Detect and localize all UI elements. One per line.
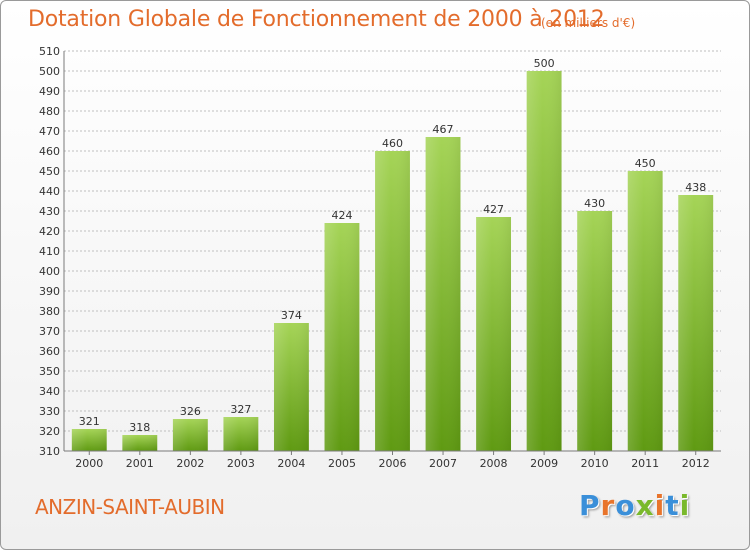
x-tick-label: 2000 <box>75 457 103 470</box>
y-tick-label: 380 <box>39 305 60 318</box>
bar-value-label: 374 <box>281 309 302 322</box>
commune-name: ANZIN-SAINT-AUBIN <box>35 495 225 519</box>
bar-shading <box>172 419 208 451</box>
bar-shading <box>526 71 562 451</box>
logo-letter: x <box>635 489 655 522</box>
bar-value-label: 327 <box>230 403 251 416</box>
x-tick-label: 2005 <box>328 457 356 470</box>
bar-value-label: 424 <box>331 209 352 222</box>
bar-value-label: 500 <box>534 57 555 70</box>
x-tick-label: 2008 <box>480 457 508 470</box>
logo-letter: t <box>665 489 680 522</box>
bar-shading <box>223 417 259 451</box>
y-tick-label: 450 <box>39 165 60 178</box>
proxiti-logo[interactable]: Proxiti <box>579 489 690 522</box>
x-tick-label: 2009 <box>530 457 558 470</box>
bar-value-label: 467 <box>433 123 454 136</box>
y-tick-label: 370 <box>39 325 60 338</box>
bar-shading <box>425 137 461 451</box>
bar-value-label: 326 <box>180 405 201 418</box>
bar-shading <box>627 171 663 451</box>
bar-shading <box>476 217 512 451</box>
x-tick-label: 2006 <box>379 457 407 470</box>
y-tick-label: 500 <box>39 65 60 78</box>
bar-value-label: 430 <box>584 197 605 210</box>
logo-letter: i <box>679 489 691 522</box>
x-tick-label: 2003 <box>227 457 255 470</box>
chart-title: Dotation Globale de Fonctionnement de 20… <box>28 7 605 32</box>
bar-shading <box>577 211 613 451</box>
logo-letter: o <box>615 489 636 522</box>
bar-value-label: 427 <box>483 203 504 216</box>
bar-shading <box>375 151 410 451</box>
bar-shading <box>678 195 714 451</box>
bar-shading <box>273 323 309 451</box>
logo-letter: P <box>579 489 601 522</box>
x-tick-label: 2002 <box>176 457 204 470</box>
bars <box>71 71 714 451</box>
logo-letter: i <box>654 489 666 522</box>
axes: 310 320 330 340 350 360 370 380 390 400 410 420 430 4… <box>39 45 721 470</box>
x-tick-label: 2010 <box>581 457 609 470</box>
bar-value-label: 438 <box>685 181 706 194</box>
y-tick-label: 400 <box>39 265 60 278</box>
x-tick-label: 2001 <box>126 457 154 470</box>
bar-value-label: 450 <box>635 157 656 170</box>
bar-value-label: 321 <box>79 415 100 428</box>
x-tick-label: 2007 <box>429 457 457 470</box>
y-tick-label: 340 <box>39 385 60 398</box>
y-tick-label: 460 <box>39 145 60 158</box>
y-tick-label: 470 <box>39 125 60 138</box>
y-tick-label: 320 <box>39 425 60 438</box>
bar-value-label: 460 <box>382 137 403 150</box>
y-tick-label: 410 <box>39 245 60 258</box>
x-tick-label: 2011 <box>631 457 659 470</box>
y-tick-label: 330 <box>39 405 60 418</box>
data-labels: 321 318 326 327 374 424 460 467 427 500 430 450 438 <box>79 57 706 434</box>
y-tick-label: 480 <box>39 105 60 118</box>
y-tick-label: 310 <box>39 445 60 458</box>
x-tick-label: 2004 <box>277 457 305 470</box>
chart-unit: (en milliers d'€) <box>541 16 636 30</box>
y-tick-label: 350 <box>39 365 60 378</box>
y-tick-label: 430 <box>39 205 60 218</box>
bar-shading <box>122 435 158 451</box>
y-tick-label: 360 <box>39 345 60 358</box>
y-tick-label: 390 <box>39 285 60 298</box>
y-tick-label: 440 <box>39 185 60 198</box>
bar-shading <box>71 429 107 451</box>
y-tick-label: 420 <box>39 225 60 238</box>
logo-letter: r <box>600 489 616 522</box>
bar-value-label: 318 <box>129 421 150 434</box>
y-tick-label: 490 <box>39 85 60 98</box>
bar-shading <box>324 223 360 451</box>
y-tick-label: 510 <box>39 45 60 58</box>
x-tick-label: 2012 <box>682 457 710 470</box>
